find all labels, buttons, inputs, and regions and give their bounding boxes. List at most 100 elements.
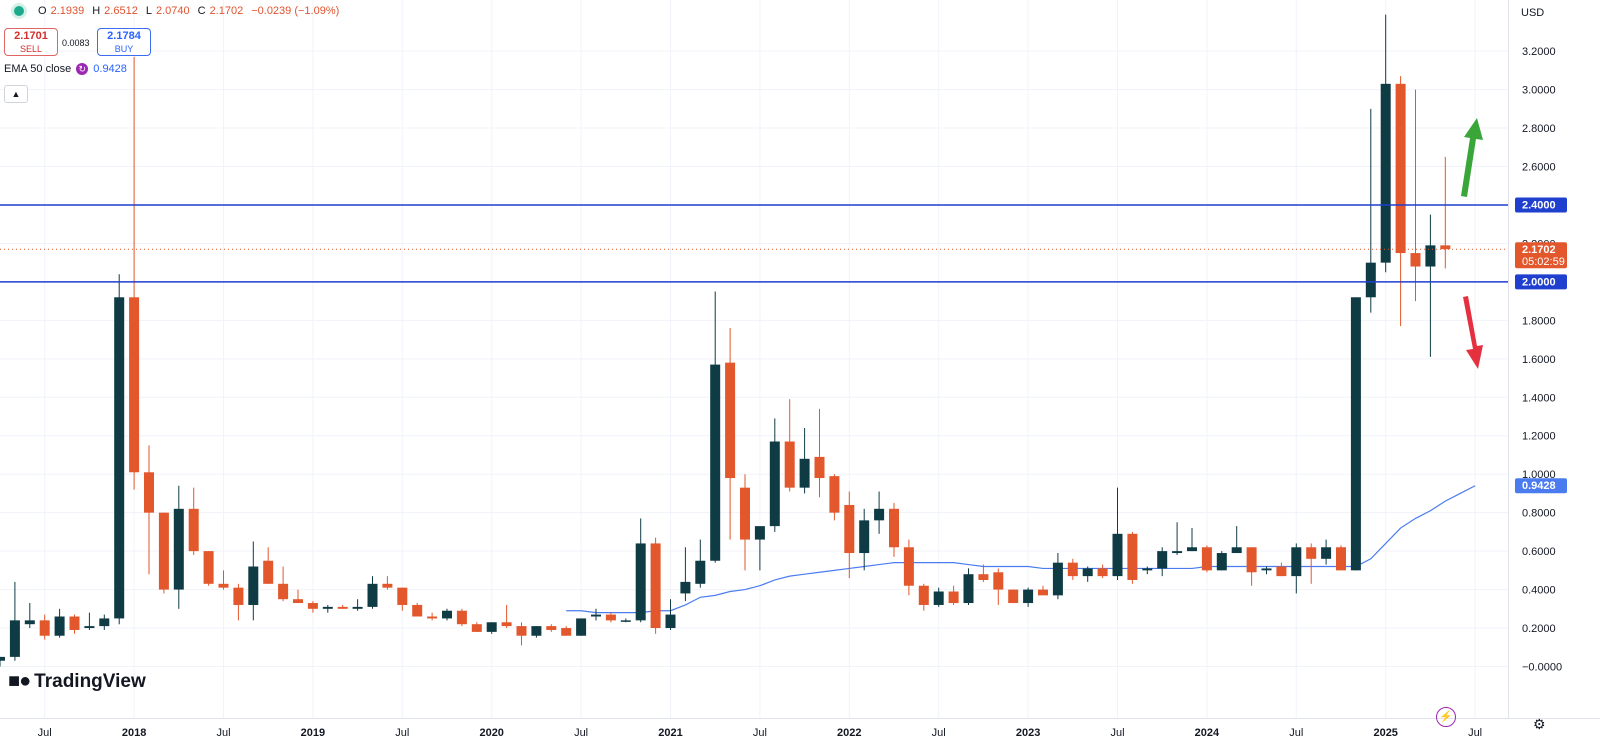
time-axis[interactable]: Jul 2018 Jul 2019 Jul 2020 Jul 2021 Jul 2022 Jul 20… [38,727,1482,739]
ohlc-change-value: −0.0239 (−1.09%) [251,5,340,17]
candle-body [307,603,318,609]
arrow-down-annotation [1463,296,1483,369]
candle-body [844,504,855,554]
candle-body [635,543,646,621]
candle-body [427,616,438,619]
candle-body [1350,297,1361,571]
time-tick-label: Jul [395,727,409,739]
candle-body [397,587,408,605]
arrow-up-annotation [1461,118,1483,197]
arrow-down-shape [1463,296,1483,369]
candle-body [1380,83,1391,263]
sell-button[interactable]: 2.1701 SELL [4,28,58,56]
currency-label[interactable]: USD [1521,7,1545,19]
price-tick-label: 1.0000 [1522,469,1556,481]
candle-body [516,626,527,636]
candle-body [769,441,780,527]
ema-value: 0.9428 [93,63,127,75]
price-tick-label: 2.8000 [1522,123,1556,135]
ohlc-low-key: L [145,5,152,17]
candle-body [814,456,825,479]
candle-body [471,624,482,632]
candle-body [486,622,497,632]
candle-body [1246,547,1257,573]
candle-body [367,583,378,607]
candle-body [39,620,50,636]
candle-body [1082,568,1093,577]
level-low-badge-text: 2.0000 [1522,276,1556,288]
lightning-icon[interactable]: ⚡ [1436,707,1456,727]
candle-body [24,620,35,625]
price-tick-label: 0.8000 [1522,508,1556,520]
time-tick-label: 2021 [658,727,682,739]
candle-body [1365,262,1376,298]
refresh-icon[interactable]: ↻ [76,63,89,75]
candle-body [1306,547,1317,559]
candle-body [0,656,5,661]
price-tick-label: 0.2000 [1522,623,1556,635]
collapse-legend-button[interactable]: ▲ [4,85,28,103]
time-tick-label: Jul [1110,727,1124,739]
price-tick-label: −0.0000 [1522,662,1562,674]
candle-body [859,520,870,554]
ema-layer [566,485,1476,614]
candle-body [1336,547,1346,571]
candle-body [1440,245,1451,250]
candle-body [665,614,676,629]
candle-body [1097,568,1108,577]
candle-body [114,297,125,619]
price-tick-label: 0.4000 [1522,585,1556,597]
candle-body [1201,547,1212,571]
last-price-badge-text: 2.1702 [1522,244,1556,256]
candle-body [158,512,169,590]
candle-body [1067,562,1078,577]
level-low-badge: 2.0000 [1515,274,1567,290]
candle-body [978,574,989,580]
time-tick-label: Jul [216,727,230,739]
candle-body [889,508,899,548]
candle-body [918,585,929,605]
candle-body [1172,551,1183,554]
candle-body [620,620,631,622]
chevron-up-icon: ▲ [11,89,21,99]
buy-button[interactable]: 2.1784 BUY [97,28,151,56]
candle-body [1425,245,1436,267]
candle-body [1231,547,1242,554]
sell-price: 2.1701 [14,30,48,42]
candle-body [754,526,765,540]
candle-body [710,364,721,561]
last-price-badge-background [1515,242,1567,269]
price-tick-label: 1.4000 [1522,392,1556,404]
candle-body [278,583,289,600]
candle-body [337,606,348,609]
candle-body [1395,83,1406,254]
ema-badge: 0.9428 [1515,478,1567,494]
ema-legend[interactable]: EMA 50 close ↻ 0.9428 [4,63,127,75]
time-tick-label: Jul [1468,727,1482,739]
horizontal-levels[interactable] [0,204,1508,283]
candle-body [293,599,303,604]
candle-body [322,606,333,609]
candle-body [69,616,80,630]
candle-body [561,628,572,636]
time-tick-label: Jul [38,727,52,739]
time-tick-label: 2023 [1016,727,1040,739]
candle-body [874,508,885,521]
time-tick-label: Jul [932,727,946,739]
ema-label: EMA 50 close [4,63,72,75]
ohlc-open-value: 2.1939 [50,5,85,17]
candle-body [9,620,20,657]
gear-icon[interactable]: ⚙ [1533,716,1546,732]
candle-body [129,297,140,473]
candle-body [993,572,1004,590]
candle-body [1261,568,1272,571]
ema-badge-background [1515,478,1567,494]
price-tick-label: 0.6000 [1522,546,1556,558]
candle-body [695,560,706,584]
candle-body [412,604,423,617]
time-tick-label: 2022 [837,727,861,739]
candle-body [173,508,184,590]
candle-body [442,610,452,619]
candle-body [1008,589,1019,604]
